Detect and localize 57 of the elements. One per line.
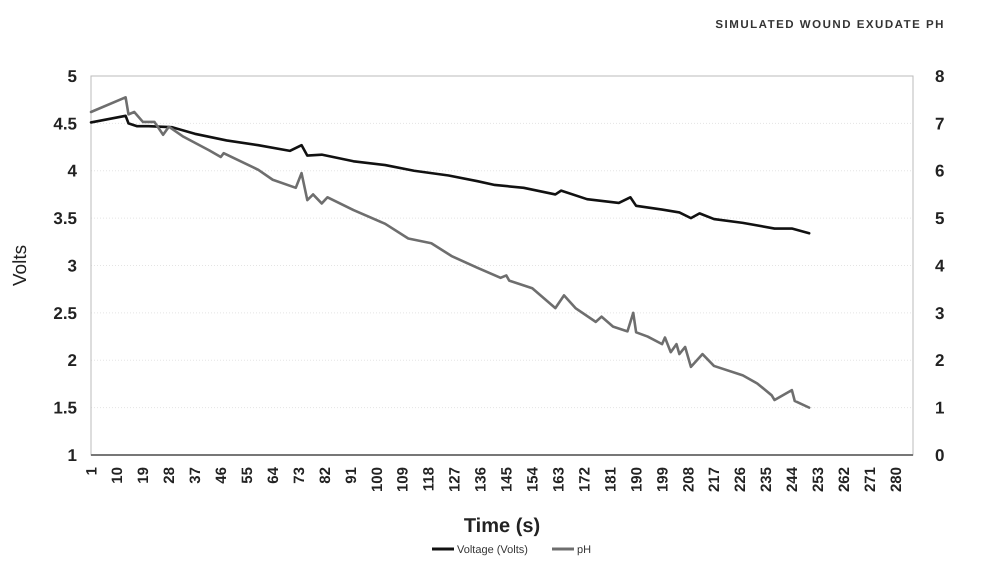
x-tick-label: 136 [472, 467, 490, 492]
x-tick-label: 208 [680, 467, 698, 492]
x-tick-label: 73 [290, 467, 308, 484]
line-series [90, 96, 810, 409]
x-tick-label: 28 [161, 467, 178, 484]
x-tick-label: 226 [732, 467, 750, 492]
y-axis-title: Volts [10, 244, 31, 286]
y-tick-label: 5 [68, 66, 77, 86]
legend-label: Voltage (Volts) [457, 544, 528, 556]
x-tick-label: 190 [628, 467, 646, 492]
x-axis-title: Time (s) [464, 515, 540, 537]
x-tick-label: 10 [109, 467, 126, 484]
x-tick-label: 91 [342, 467, 360, 484]
x-tick-label: 244 [784, 466, 802, 492]
x-tick-label: 64 [264, 466, 282, 484]
y-tick-label: 3.5 [53, 209, 77, 228]
y2-tick-label: 5 [935, 209, 944, 228]
x-tick-label: 235 [758, 467, 776, 492]
y-tick-label: 3 [68, 256, 77, 276]
x-tick-label: 55 [238, 467, 256, 484]
x-tick-label: 118 [420, 467, 438, 492]
y2-tick-label: 1 [935, 398, 944, 418]
x-tick-label: 271 [862, 467, 879, 492]
chart-title: SIMULATED WOUND EXUDATE PH [715, 19, 945, 31]
x-tick-label: 163 [550, 467, 568, 492]
x-tick-label: 19 [135, 467, 152, 484]
x-tick-label: 1 [83, 467, 100, 476]
y-tick-label: 4 [68, 162, 78, 181]
legend-label: pH [577, 544, 592, 556]
y2-tick-label: 7 [935, 114, 944, 134]
x-tick-label: 127 [446, 467, 464, 492]
x-tick-label: 154 [524, 466, 542, 492]
x-tick-label: 262 [836, 467, 854, 492]
x-tick-label: 217 [706, 467, 724, 492]
y2-tick-label: 4 [935, 256, 945, 276]
x-tick-label: 109 [394, 467, 412, 492]
x-tick-label: 253 [810, 467, 828, 492]
x-tick-label: 145 [498, 467, 516, 492]
x-tick-label: 82 [316, 467, 334, 484]
x-tick-label: 100 [368, 467, 386, 492]
x-tick-label: 37 [187, 467, 204, 484]
y-tick-label: 1 [68, 446, 77, 465]
x-tick-label: 181 [602, 467, 620, 492]
y-tick-label: 4.5 [53, 114, 77, 134]
y-tick-label: 2.5 [53, 304, 77, 323]
y2-tick-label: 2 [935, 351, 944, 370]
x-tick-label: 172 [576, 467, 594, 492]
y2-tick-label: 8 [935, 66, 944, 86]
y2-tick-label: 0 [935, 446, 944, 465]
line-series [90, 114, 810, 235]
x-tick-label: 46 [213, 467, 230, 484]
x-tick-label: 199 [654, 467, 672, 492]
y2-tick-label: 6 [935, 162, 944, 181]
y-tick-label: 2 [68, 351, 77, 370]
y2-tick-label: 3 [935, 304, 944, 323]
y-tick-label: 1.5 [53, 398, 77, 418]
x-tick-label: 280 [888, 467, 905, 492]
